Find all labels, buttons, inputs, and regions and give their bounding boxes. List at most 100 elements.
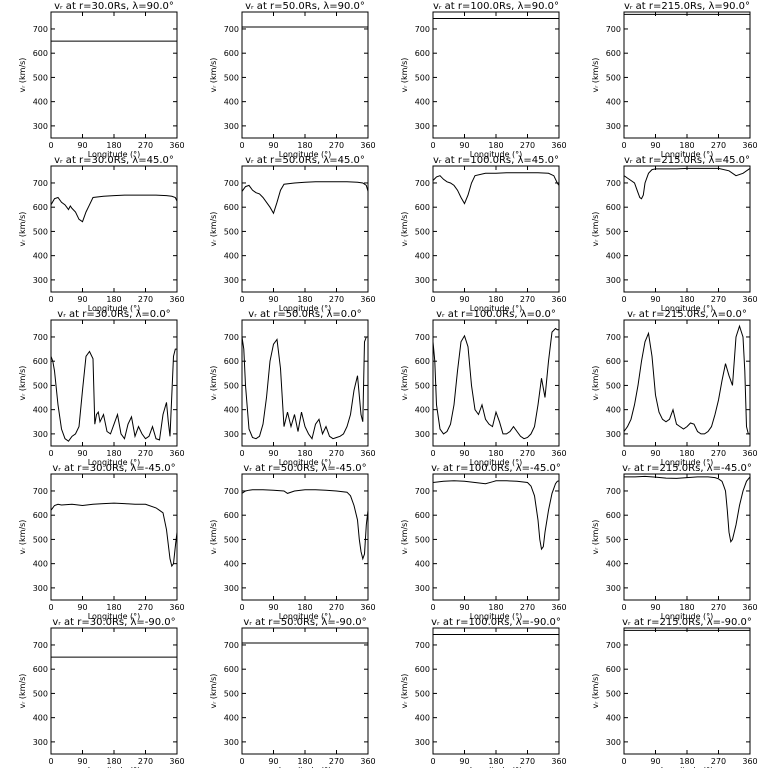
vr-series-line <box>433 172 559 205</box>
x-tick-label: 270 <box>329 295 344 304</box>
x-tick-label: 0 <box>430 295 435 304</box>
x-tick-label: 90 <box>459 603 469 612</box>
panel-r2-c3: vᵣ at r=215.0Rs, λ=0.0° 0 90 180 270 360 300 40… <box>591 309 758 467</box>
y-tick-label: 500 <box>33 73 48 82</box>
x-axis-label: Longitude (°) <box>470 612 523 621</box>
panel-title: vᵣ at r=215.0Rs, λ=-45.0° <box>622 463 752 474</box>
panel-title: vᵣ at r=215.0Rs, λ=0.0° <box>627 309 747 320</box>
vr-series-line <box>51 194 177 223</box>
y-axis-label: vᵣ (km/s) <box>18 520 27 555</box>
x-tick-label: 180 <box>488 603 503 612</box>
x-tick-label: 180 <box>488 295 503 304</box>
x-tick-label: 0 <box>430 757 435 766</box>
y-tick-label: 700 <box>606 641 621 650</box>
x-tick-label: 360 <box>360 603 375 612</box>
y-tick-label: 300 <box>224 276 239 285</box>
y-tick-label: 500 <box>415 227 430 236</box>
y-tick-label: 400 <box>415 714 430 723</box>
plot-frame <box>241 473 369 601</box>
x-tick-label: 180 <box>488 757 503 766</box>
x-tick-label: 270 <box>711 603 726 612</box>
x-tick-label: 0 <box>621 449 626 458</box>
x-tick-label: 360 <box>742 603 757 612</box>
y-tick-label: 400 <box>606 714 621 723</box>
y-axis-label: vᵣ (km/s) <box>591 212 600 247</box>
y-axis-label: vᵣ (km/s) <box>209 674 218 709</box>
y-tick-label: 400 <box>415 406 430 415</box>
y-tick-label: 600 <box>415 665 430 674</box>
panel-title: vᵣ at r=100.0Rs, λ=-45.0° <box>431 463 561 474</box>
y-tick-label: 700 <box>33 641 48 650</box>
vr-series-line <box>433 327 559 440</box>
panel-title: vᵣ at r=30.0Rs, λ=90.0° <box>54 1 174 12</box>
y-tick-label: 500 <box>224 73 239 82</box>
y-tick-label: 300 <box>415 738 430 747</box>
x-tick-label: 270 <box>138 141 153 150</box>
x-tick-label: 90 <box>459 757 469 766</box>
y-tick-label: 600 <box>224 203 239 212</box>
plot-frame <box>432 165 560 293</box>
panel-title: vᵣ at r=30.0Rs, λ=45.0° <box>54 155 174 166</box>
vr-series-line <box>242 489 368 561</box>
panel-title: vᵣ at r=215.0Rs, λ=45.0° <box>624 155 750 166</box>
y-tick-label: 300 <box>606 430 621 439</box>
y-tick-label: 600 <box>415 357 430 366</box>
plot-frame <box>432 319 560 447</box>
y-tick-label: 300 <box>415 584 430 593</box>
x-tick-label: 90 <box>650 449 660 458</box>
x-tick-label: 0 <box>48 449 53 458</box>
y-tick-label: 500 <box>224 227 239 236</box>
x-tick-label: 90 <box>77 141 87 150</box>
x-tick-label: 0 <box>48 295 53 304</box>
y-tick-label: 400 <box>606 560 621 569</box>
x-tick-label: 270 <box>520 141 535 150</box>
panel-title: vᵣ at r=50.0Rs, λ=-45.0° <box>243 463 366 474</box>
x-tick-label: 180 <box>106 603 121 612</box>
x-tick-label: 270 <box>329 449 344 458</box>
x-axis-label: Longitude (°) <box>88 612 141 621</box>
x-tick-label: 180 <box>297 757 312 766</box>
x-axis-label: Longitude (°) <box>661 150 714 159</box>
y-tick-label: 300 <box>415 122 430 131</box>
y-tick-label: 700 <box>415 179 430 188</box>
x-tick-label: 90 <box>268 141 278 150</box>
x-tick-label: 270 <box>520 603 535 612</box>
x-tick-label: 360 <box>551 757 566 766</box>
x-tick-label: 0 <box>621 141 626 150</box>
x-tick-label: 270 <box>520 449 535 458</box>
panel-r2-c2: vᵣ at r=100.0Rs, λ=0.0° 0 90 180 270 360 300 40… <box>400 309 567 467</box>
x-axis-label: Longitude (°) <box>470 304 523 313</box>
y-tick-label: 600 <box>606 511 621 520</box>
x-tick-label: 360 <box>169 757 184 766</box>
x-axis-label: Longitude (°) <box>470 150 523 159</box>
vr-series-line <box>242 336 368 440</box>
x-tick-label: 270 <box>711 449 726 458</box>
y-tick-label: 500 <box>33 381 48 390</box>
y-tick-label: 600 <box>33 511 48 520</box>
y-axis-label: vᵣ (km/s) <box>18 212 27 247</box>
x-tick-label: 360 <box>742 449 757 458</box>
panel-r4-c1: vᵣ at r=50.0Rs, λ=-90.0° 0 90 180 270 360 300 4… <box>209 617 376 773</box>
plot-frame <box>241 11 369 139</box>
y-tick-label: 400 <box>33 252 48 261</box>
x-tick-label: 90 <box>77 757 87 766</box>
y-tick-label: 400 <box>224 252 239 261</box>
y-tick-label: 600 <box>606 665 621 674</box>
panel-r4-c0: vᵣ at r=30.0Rs, λ=-90.0° 0 90 180 270 360 300 4… <box>18 617 185 773</box>
y-tick-label: 500 <box>224 689 239 698</box>
vr-series-line <box>242 181 368 215</box>
panel-title: vᵣ at r=215.0Rs, λ=-90.0° <box>622 617 752 628</box>
x-axis-label: Longitude (°) <box>279 612 332 621</box>
panel-title: vᵣ at r=50.0Rs, λ=90.0° <box>245 1 365 12</box>
x-axis-label: Longitude (°) <box>88 304 141 313</box>
y-tick-label: 300 <box>224 122 239 131</box>
y-tick-label: 300 <box>224 738 239 747</box>
x-axis-label: Longitude (°) <box>661 458 714 467</box>
x-tick-label: 360 <box>169 603 184 612</box>
x-tick-label: 180 <box>679 757 694 766</box>
x-tick-label: 180 <box>297 141 312 150</box>
y-axis-label: vᵣ (km/s) <box>209 520 218 555</box>
x-axis-label: Longitude (°) <box>88 150 141 159</box>
x-tick-label: 360 <box>169 449 184 458</box>
